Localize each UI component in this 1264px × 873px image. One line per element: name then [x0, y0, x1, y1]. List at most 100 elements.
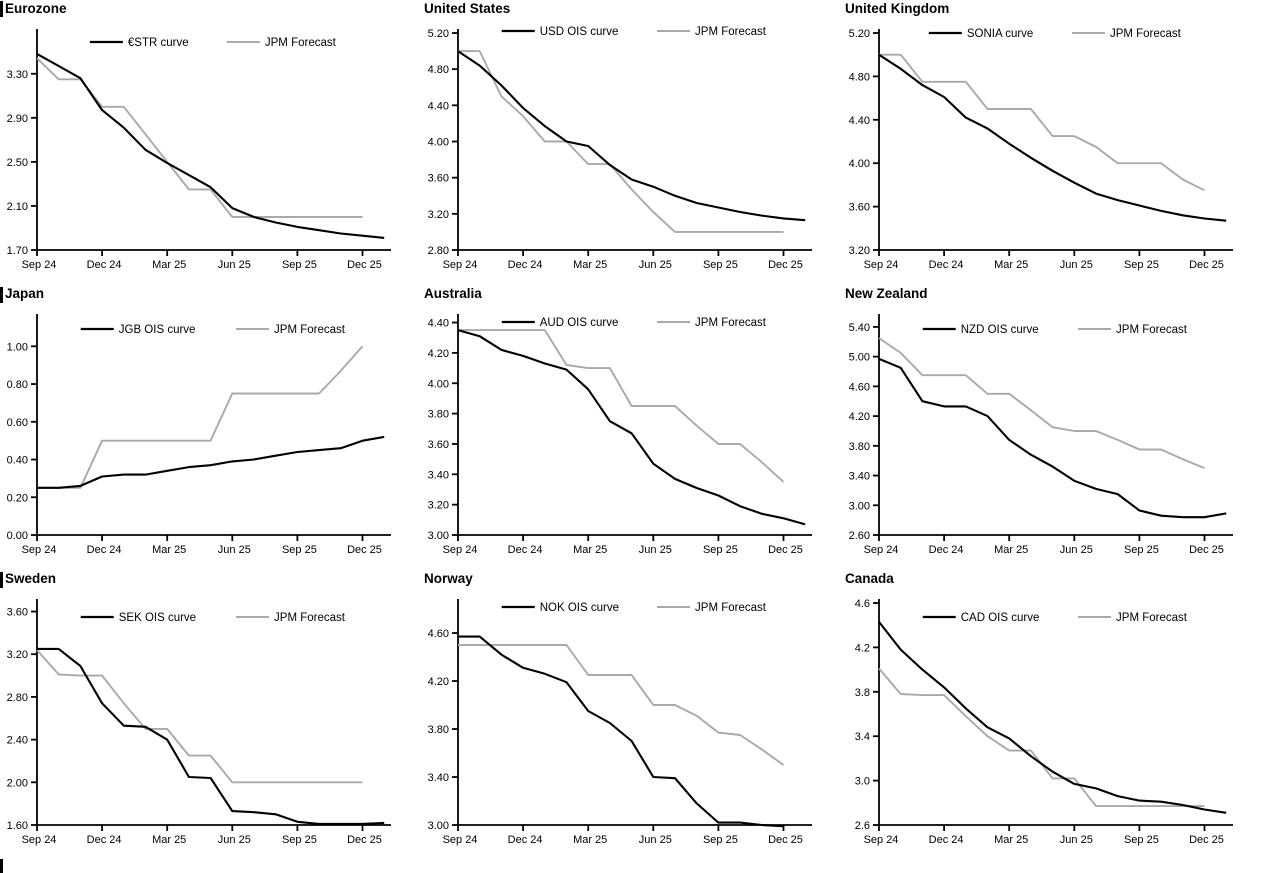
x-tick-label: Dec 24 [87, 544, 122, 556]
y-tick-label: 3.40 [428, 469, 449, 481]
y-tick-label: 4.00 [849, 158, 870, 170]
legend-label: JPM Forecast [695, 317, 767, 329]
series-line-aud-ois-curve [457, 329, 806, 526]
x-tick-label: Sep 25 [282, 834, 317, 846]
x-tick-label: Dec 25 [347, 259, 382, 271]
y-tick-label: 3.40 [428, 772, 449, 784]
y-tick-label: 4.00 [428, 137, 449, 149]
x-tick-label: Sep 24 [22, 259, 57, 271]
series-line-nok-ois-curve [458, 635, 784, 828]
y-tick-label: 2.10 [7, 201, 28, 213]
x-tick-label: Sep 25 [282, 259, 317, 271]
series-line-jpm-forecast [36, 57, 363, 218]
series-line-sonia-curve [878, 53, 1227, 222]
y-tick-label: 0.20 [7, 492, 28, 504]
x-tick-label: Mar 25 [994, 544, 1028, 556]
chart-title-australia: Australia [424, 286, 482, 301]
x-tick-label: Dec 24 [929, 259, 964, 271]
legend-label: SEK OIS curve [119, 612, 196, 624]
y-tick-label: 4.20 [428, 676, 449, 688]
x-tick-label: Sep 25 [1124, 259, 1159, 271]
chart-title-eurozone: Eurozone [5, 1, 67, 16]
y-tick-label: 3.4 [855, 731, 870, 743]
legend-label: SONIA curve [967, 28, 1033, 40]
page-edge-mark [0, 1, 3, 17]
chart-panel-norway: Norway 4.60 4.20 3.80 3.40 3.00 Sep 24 Dec 24 Ma… [421, 570, 842, 873]
y-tick-label: 2.00 [7, 777, 28, 789]
x-tick-label: Jun 25 [1060, 834, 1093, 846]
y-tick-label: 4.2 [855, 642, 870, 654]
legend-label: €STR curve [128, 37, 189, 49]
x-tick-label: Sep 25 [1124, 544, 1159, 556]
x-tick-label: Sep 24 [22, 834, 57, 846]
x-tick-label: Sep 25 [282, 544, 317, 556]
chart-title-sweden: Sweden [5, 571, 57, 586]
chart-title-new-zealand: New Zealand [845, 286, 928, 301]
y-tick-label: 3.30 [7, 69, 28, 81]
x-tick-label: Sep 24 [864, 259, 899, 271]
x-tick-label: Dec 25 [768, 259, 803, 271]
y-tick-label: 4.80 [849, 71, 870, 83]
y-tick-label: 2.6 [855, 820, 870, 832]
x-tick-label: Sep 25 [703, 544, 738, 556]
y-tick-label: 5.00 [849, 352, 870, 364]
chart-panel-united-kingdom: United Kingdom 5.20 4.80 4.40 4.00 3.60 3.20 Se… [842, 0, 1264, 285]
chart-panel-australia: Australia 4.40 4.20 4.00 3.80 3.60 3.40 3.20 3.0… [421, 285, 842, 570]
series-line-sek-ois-curve [37, 647, 385, 825]
x-tick-label: Sep 25 [1124, 834, 1159, 846]
x-tick-label: Sep 24 [22, 544, 57, 556]
x-tick-label: Dec 25 [1189, 259, 1224, 271]
x-tick-label: Dec 24 [929, 834, 964, 846]
x-tick-label: Sep 24 [864, 544, 899, 556]
y-tick-label: 3.00 [428, 820, 449, 832]
x-tick-label: Jun 25 [218, 544, 251, 556]
y-tick-label: 4.40 [428, 318, 449, 330]
x-tick-label: Dec 24 [508, 544, 543, 556]
y-tick-label: 2.50 [7, 157, 28, 169]
y-tick-label: 1.60 [7, 820, 28, 832]
y-tick-label: 3.20 [849, 245, 870, 257]
x-tick-label: Jun 25 [639, 544, 672, 556]
y-tick-label: 2.80 [428, 245, 449, 257]
y-tick-label: 3.0 [855, 776, 870, 788]
x-tick-label: Dec 25 [347, 544, 382, 556]
x-tick-label: Dec 25 [347, 834, 382, 846]
legend-label: CAD OIS curve [961, 612, 1040, 624]
legend-label: JPM Forecast [1116, 324, 1188, 336]
series-line-nzd-ois-curve [878, 357, 1227, 519]
x-tick-label: Dec 24 [508, 259, 543, 271]
chart-plot-norway: 4.60 4.20 3.80 3.40 3.00 Sep 24 Dec 24 Mar 25 Ju… [428, 599, 812, 846]
legend-label: JPM Forecast [695, 26, 767, 38]
x-tick-label: Dec 25 [1189, 834, 1224, 846]
x-tick-label: Jun 25 [1060, 544, 1093, 556]
x-tick-label: Dec 25 [768, 544, 803, 556]
x-tick-label: Jun 25 [1060, 259, 1093, 271]
chart-panel-japan: Japan 1.00 0.80 0.60 0.40 0.20 0.00 Sep 24 Dec 2… [0, 285, 421, 570]
x-tick-label: Sep 25 [703, 834, 738, 846]
legend-label: JPM Forecast [274, 324, 346, 336]
y-tick-label: 0.60 [7, 417, 28, 429]
chart-plot-united-kingdom: 5.20 4.80 4.40 4.00 3.60 3.20 Sep 24 Dec 24 Mar … [849, 28, 1233, 271]
y-tick-label: 3.20 [428, 500, 449, 512]
x-tick-label: Sep 24 [443, 834, 478, 846]
y-tick-label: 4.40 [849, 115, 870, 127]
chart-panel-united-states: United States 5.20 4.80 4.40 4.00 3.60 3.20 2.8… [421, 0, 842, 285]
y-tick-label: 3.80 [428, 409, 449, 421]
chart-panel-canada: Canada 4.6 4.2 3.8 3.4 3.0 2.6 Sep 24 Dec 24 Mar … [842, 570, 1264, 873]
x-tick-label: Mar 25 [152, 834, 186, 846]
series-line-jpm-forecast [458, 329, 785, 483]
y-tick-label: 2.60 [849, 530, 870, 542]
y-tick-label: 4.60 [849, 381, 870, 393]
y-tick-label: 3.40 [849, 471, 870, 483]
x-tick-label: Mar 25 [573, 544, 607, 556]
y-tick-label: 3.20 [7, 649, 28, 661]
x-tick-label: Dec 24 [87, 259, 122, 271]
legend-label: JPM Forecast [1110, 28, 1182, 40]
legend-label: JGB OIS curve [119, 324, 196, 336]
chart-plot-japan: 1.00 0.80 0.60 0.40 0.20 0.00 Sep 24 Dec 24 Mar … [7, 314, 391, 556]
x-tick-label: Dec 24 [87, 834, 122, 846]
series-line-cad-ois-curve [878, 621, 1227, 814]
series-line-jgb-ois-curve [37, 435, 385, 489]
y-tick-label: 0.40 [7, 455, 28, 467]
x-tick-label: Dec 24 [929, 544, 964, 556]
